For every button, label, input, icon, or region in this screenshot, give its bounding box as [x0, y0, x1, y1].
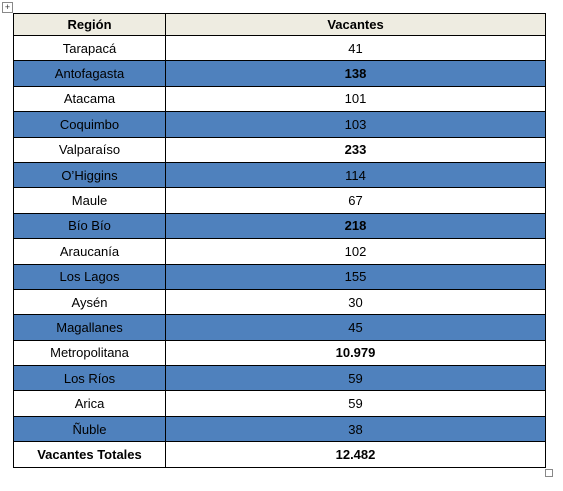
- region-cell: Araucanía: [13, 238, 166, 265]
- region-cell: Coquimbo: [13, 111, 166, 138]
- table-row: Los Ríos 59: [13, 365, 546, 392]
- region-cell: Magallanes: [13, 314, 166, 341]
- vacancies-cell: 102: [165, 238, 546, 265]
- table-row: Arica 59: [13, 390, 546, 417]
- table-row: Coquimbo 103: [13, 111, 546, 138]
- vacancies-cell: 45: [165, 314, 546, 341]
- region-cell: Metropolitana: [13, 339, 166, 367]
- table-row: Maule 67: [13, 187, 546, 214]
- region-cell: Valparaíso: [13, 136, 166, 163]
- table-row: Bío Bío 218: [13, 212, 546, 240]
- vacancies-cell: 59: [165, 390, 546, 417]
- vacancies-cell: 30: [165, 288, 546, 316]
- region-cell: Atacama: [13, 85, 166, 113]
- table-row: O’Higgins 114: [13, 161, 546, 189]
- vacancies-cell: 103: [165, 111, 546, 138]
- region-cell: Bío Bío: [13, 212, 166, 240]
- vacancies-cell: 67: [165, 187, 546, 214]
- table-row: Metropolitana 10.979: [13, 339, 546, 367]
- table-resize-handle[interactable]: [545, 469, 553, 477]
- header-row: Región Vacantes: [13, 13, 546, 36]
- header-cell: Región: [13, 13, 166, 36]
- table-row: Atacama 101: [13, 85, 546, 113]
- vacancies-cell: 38: [165, 415, 546, 443]
- vacancies-cell: 41: [165, 34, 546, 62]
- table-row: Araucanía 102: [13, 238, 546, 265]
- table-row: Tarapacá 41: [13, 34, 546, 62]
- region-cell: Vacantes Totales: [13, 441, 166, 468]
- table-row: Valparaíso 233: [13, 136, 546, 163]
- region-cell: Ñuble: [13, 415, 166, 443]
- vacancies-cell: 233: [165, 136, 546, 163]
- region-cell: Los Lagos: [13, 263, 166, 290]
- region-cell: Maule: [13, 187, 166, 214]
- table-row: Aysén 30: [13, 288, 546, 316]
- table: Región Vacantes Tarapacá 41 Antofagasta 138…: [13, 13, 546, 468]
- table-row: Antofagasta 138: [13, 60, 546, 87]
- vacancies-cell: 59: [165, 365, 546, 392]
- region-cell: Antofagasta: [13, 60, 166, 87]
- vacancies-cell: 12.482: [165, 441, 546, 468]
- vacancies-cell: 155: [165, 263, 546, 290]
- region-cell: Tarapacá: [13, 34, 166, 62]
- table-row: Magallanes 45: [13, 314, 546, 341]
- vacancies-cell: 138: [165, 60, 546, 87]
- table-row: Vacantes Totales 12.482: [13, 441, 546, 468]
- region-cell: O’Higgins: [13, 161, 166, 189]
- table-move-handle[interactable]: +: [2, 2, 13, 13]
- vacancies-cell: 114: [165, 161, 546, 189]
- region-cell: Arica: [13, 390, 166, 417]
- vacancies-cell: 101: [165, 85, 546, 113]
- vacancies-cell: 218: [165, 212, 546, 240]
- region-cell: Los Ríos: [13, 365, 166, 392]
- table-row: Los Lagos 155: [13, 263, 546, 290]
- region-cell: Aysén: [13, 288, 166, 316]
- header-cell: Vacantes: [165, 13, 546, 36]
- vacancies-cell: 10.979: [165, 339, 546, 367]
- table-row: Ñuble 38: [13, 415, 546, 443]
